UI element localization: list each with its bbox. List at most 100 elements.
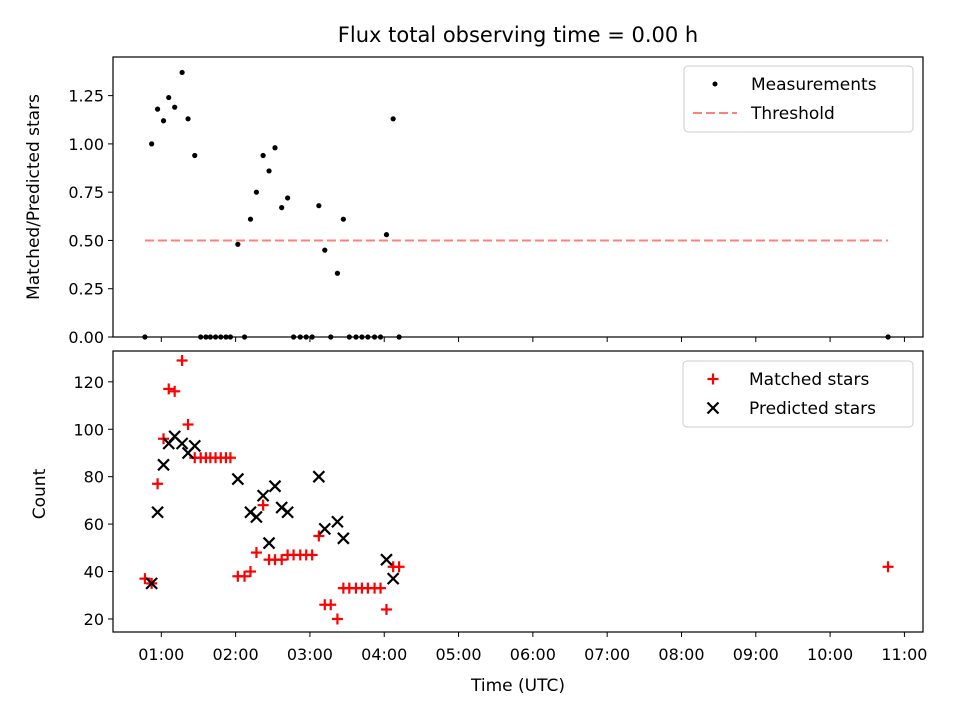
measurement-point (185, 116, 191, 122)
measurement-points (142, 69, 891, 340)
legend-predicted-marker (706, 401, 720, 415)
count-x-ticks: 01:00 02:00 03:00 04:00 05:00 06:00 07:00 08:00… (138, 632, 927, 664)
legend-measurements-marker (712, 81, 718, 87)
ratio-y-tick-label: 0.50 (68, 231, 104, 250)
count-legend: Matched stars Predicted stars (682, 360, 914, 428)
matched-star-point (176, 354, 188, 366)
ratio-legend: Measurements Threshold (683, 65, 914, 133)
predicted-star-point (256, 489, 270, 502)
ratio-y-axis-label: Matched/Predicted stars (24, 94, 44, 300)
matched-star-point (182, 419, 194, 431)
x-tick-label: 09:00 (733, 645, 779, 664)
measurement-point (172, 104, 178, 110)
measurement-point (285, 195, 291, 201)
ratio-y-tick-label: 0.25 (68, 280, 104, 299)
count-y-tick-label: 60 (84, 515, 104, 534)
predicted-star-point (175, 437, 189, 450)
measurement-point (383, 232, 390, 238)
count-axes-frame (112, 350, 924, 633)
measurement-point (149, 141, 155, 147)
matched-star-point (250, 547, 262, 559)
predicted-star-points (145, 430, 400, 590)
ratio-x-ticks (160, 337, 905, 342)
x-tick-label: 06:00 (510, 645, 556, 664)
predicted-star-point (281, 505, 294, 519)
count-y-ticks: 20 40 60 80 100 120 (73, 373, 113, 629)
predicted-star-point (331, 515, 344, 529)
predicted-star-point (318, 522, 332, 536)
predicted-star-point (250, 510, 263, 524)
matched-star-point (325, 599, 337, 611)
x-tick-label: 03:00 (287, 645, 333, 664)
legend-measurements-label: Measurements (751, 75, 877, 95)
count-panel: 20 40 60 80 100 120 01:00 02:00 03:00 04:00 05:00… (30, 350, 927, 664)
legend-matched-label: Matched stars (749, 370, 869, 390)
measurement-point (334, 270, 341, 276)
measurement-point (192, 152, 198, 159)
ratio-y-tick-label: 0.75 (68, 183, 104, 202)
predicted-star-point (312, 470, 326, 483)
legend-predicted-label: Predicted stars (749, 399, 876, 419)
legend-cross-glyph (706, 401, 720, 415)
measurement-point (247, 216, 254, 222)
x-axis-label: Time (UTC) (470, 676, 565, 696)
count-y-tick-label: 20 (84, 610, 104, 629)
x-tick-label: 02:00 (213, 645, 259, 664)
measurement-point (179, 69, 185, 76)
ratio-y-tick-label: 0.00 (68, 328, 104, 347)
legend-plus-glyph (707, 373, 719, 385)
predicted-star-point (337, 532, 350, 545)
predicted-star-point (151, 505, 164, 519)
count-y-tick-label: 40 (84, 563, 104, 582)
ratio-y-tick-label: 1.00 (68, 135, 104, 154)
measurement-point (160, 118, 167, 124)
legend-threshold-label: Threshold (750, 104, 835, 124)
x-tick-label: 04:00 (361, 645, 407, 664)
matched-star-points (139, 354, 894, 625)
x-tick-label: 11:00 (881, 645, 927, 664)
matched-star-point (393, 561, 405, 573)
predicted-star-point (157, 458, 170, 472)
measurement-point (260, 152, 266, 159)
measurement-point (235, 241, 241, 247)
predicted-star-point (262, 536, 276, 550)
x-tick-label: 10:00 (807, 645, 853, 664)
matched-star-point (224, 452, 236, 464)
predicted-star-point (231, 472, 245, 486)
measurement-point (253, 189, 260, 195)
count-y-tick-label: 80 (84, 468, 104, 487)
measurement-point (154, 106, 161, 112)
count-legend-box (682, 360, 914, 428)
predicted-star-point (386, 572, 400, 585)
measurement-point (266, 168, 272, 174)
matched-star-point (257, 499, 269, 511)
x-tick-label: 01:00 (138, 645, 184, 664)
matched-star-point (380, 603, 392, 615)
matched-star-point (882, 561, 894, 573)
legend-matched-marker (707, 373, 719, 385)
x-tick-label: 07:00 (584, 645, 630, 664)
predicted-star-point (188, 439, 202, 453)
matched-star-point (239, 570, 251, 582)
measurement-point (279, 205, 285, 211)
x-tick-label: 05:00 (435, 645, 481, 664)
matched-star-point (306, 549, 318, 561)
measurement-point (322, 247, 328, 253)
matched-star-point (313, 530, 325, 542)
matched-star-point (152, 478, 164, 490)
chart-title: Flux total observing time = 0.00 h (338, 23, 698, 47)
matched-star-point (331, 613, 343, 625)
measurement-point (316, 203, 322, 209)
ratio-legend-box (683, 65, 914, 133)
count-y-tick-label: 120 (73, 373, 104, 392)
x-tick-label: 08:00 (658, 645, 704, 664)
matched-star-point (276, 554, 288, 566)
ratio-y-ticks: 0.00 0.25 0.50 0.75 1.00 1.25 (68, 87, 113, 347)
measurement-point (390, 116, 396, 122)
matched-star-point (139, 573, 151, 585)
ratio-y-tick-label: 1.25 (68, 87, 104, 106)
measurement-point (272, 145, 278, 151)
matched-star-point (244, 566, 256, 578)
ratio-axes-frame (112, 56, 924, 338)
